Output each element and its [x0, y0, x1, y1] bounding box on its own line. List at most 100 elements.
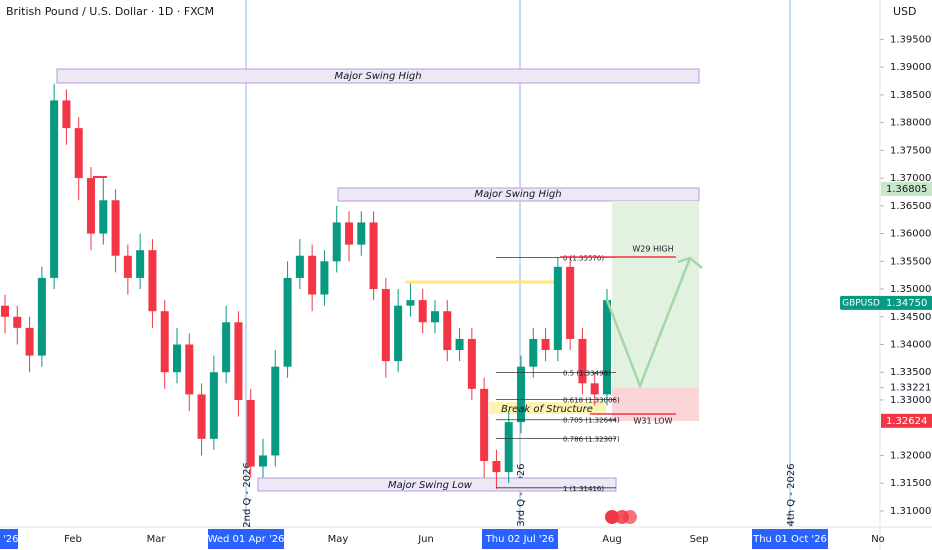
candle-body	[283, 277, 292, 367]
candle-body	[394, 305, 403, 362]
price-label-bg	[881, 181, 932, 196]
y-tick-label: 1.35500	[890, 256, 931, 267]
candle-body	[234, 322, 243, 400]
annotation: W29 HIGH	[632, 245, 673, 254]
y-tick-label: 1.34500	[890, 312, 931, 323]
y-tick-label: 1.34000	[890, 339, 931, 350]
fib-label: 1 (1.31416)	[563, 485, 604, 493]
currency: USD	[893, 5, 917, 18]
candle-body	[295, 255, 304, 278]
candle-body	[418, 300, 427, 323]
y-tick-label: 1.38000	[890, 118, 931, 129]
x-label-highlight	[0, 529, 18, 549]
candle-body	[603, 300, 611, 395]
fib-label: 0.705 (1.32644)	[563, 417, 620, 425]
candle-body	[62, 100, 71, 129]
candle-body	[431, 311, 439, 323]
y-tick-label: 1.37500	[890, 145, 931, 156]
candle-body	[111, 200, 120, 256]
x-tick-label: Thu 02 Jul '26	[485, 534, 555, 545]
x-tick-label: Thu 01 Oct '26	[752, 534, 827, 545]
fib-label: 0.786 (1.32307)	[563, 435, 620, 443]
candle-body	[185, 344, 194, 395]
x-label-highlight	[208, 529, 284, 549]
projection-arrow	[677, 256, 703, 269]
annotation: Break of Structure	[501, 404, 593, 415]
candle-body	[13, 316, 22, 328]
quarter-label: 3rd Q - 2026	[516, 463, 527, 526]
quarter-label: 2nd Q - 2026	[242, 462, 253, 528]
price-label-bg	[881, 295, 932, 310]
candle-body	[209, 372, 218, 439]
x-tick-label: Feb	[64, 534, 82, 545]
price-label: 1.36805	[886, 184, 927, 195]
event-icon	[605, 510, 619, 524]
candle-body	[308, 255, 317, 295]
target-zone	[612, 201, 699, 388]
x-label-highlight	[482, 529, 558, 549]
candle-body	[271, 366, 280, 456]
candle-body	[320, 261, 329, 295]
y-tick-label: 1.35000	[890, 284, 931, 295]
candle-body	[541, 338, 550, 351]
x-tick-label: Wed 01 Apr '26	[208, 534, 285, 545]
y-tick-label: 1.31500	[890, 478, 931, 489]
y-tick-label: 1.39000	[890, 62, 931, 73]
candle-body	[259, 455, 267, 467]
candle-body	[406, 300, 415, 306]
zone	[56, 68, 700, 84]
candle-body	[74, 128, 83, 179]
candle-body	[455, 338, 464, 351]
fib-label: 0 (1.35570)	[563, 254, 604, 262]
annotation: W31 LOW	[633, 417, 672, 426]
candle-body	[578, 338, 587, 384]
price-label: 1.34750	[886, 298, 927, 309]
candle-body	[553, 266, 562, 351]
x-label-highlight	[752, 529, 828, 549]
candle-body	[173, 344, 181, 373]
stop-zone	[612, 388, 699, 421]
candle-body	[369, 222, 378, 290]
event-icon	[623, 510, 637, 524]
x-tick-label: Mar	[147, 534, 167, 545]
x-tick-label: Sep	[690, 534, 709, 545]
candle-body	[148, 250, 157, 312]
candle-body	[222, 322, 231, 373]
annotation: Major Swing High	[474, 189, 561, 200]
fib-label: 0.618 (1.33006)	[563, 397, 620, 405]
candle-body	[1, 305, 9, 317]
candle-body	[529, 338, 538, 367]
candle-body	[443, 311, 452, 351]
y-tick-label: 1.33500	[890, 367, 931, 378]
candle-body	[517, 366, 525, 423]
fib-label: 0.5 (1.33498)	[563, 369, 611, 377]
y-tick-label: 1.36000	[890, 229, 931, 240]
y-tick-label: 1.39500	[890, 34, 931, 45]
candle-body	[566, 266, 575, 339]
symbol-bg	[840, 295, 882, 310]
annotation: Major Swing High	[334, 71, 421, 82]
x-tick-label: Aug	[602, 534, 622, 545]
candle-body	[37, 277, 46, 356]
candle-body	[197, 394, 206, 439]
quarter-label: 4th Q - 2026	[786, 463, 797, 526]
chart-title: British Pound / U.S. Dollar · 1D · FXCM	[6, 5, 214, 18]
candle-body	[357, 222, 366, 245]
y-tick-label: 1.33221	[890, 383, 931, 394]
price-label: 1.32624	[886, 416, 927, 427]
y-tick-label: 1.38500	[890, 90, 931, 101]
y-tick-label: 1.37000	[890, 173, 931, 184]
candle-body	[25, 327, 34, 356]
candle-body	[87, 178, 95, 234]
zone	[337, 187, 700, 202]
candle-body	[50, 100, 59, 278]
candle-body	[590, 383, 599, 395]
projection-arrow	[605, 257, 692, 390]
y-tick-label: 1.31000	[890, 506, 931, 517]
symbol-label: GBPUSD	[842, 298, 880, 308]
annotation: Major Swing Low	[388, 480, 473, 491]
candle-body	[480, 388, 489, 461]
candle-body	[345, 222, 353, 245]
candle-body	[160, 311, 169, 373]
